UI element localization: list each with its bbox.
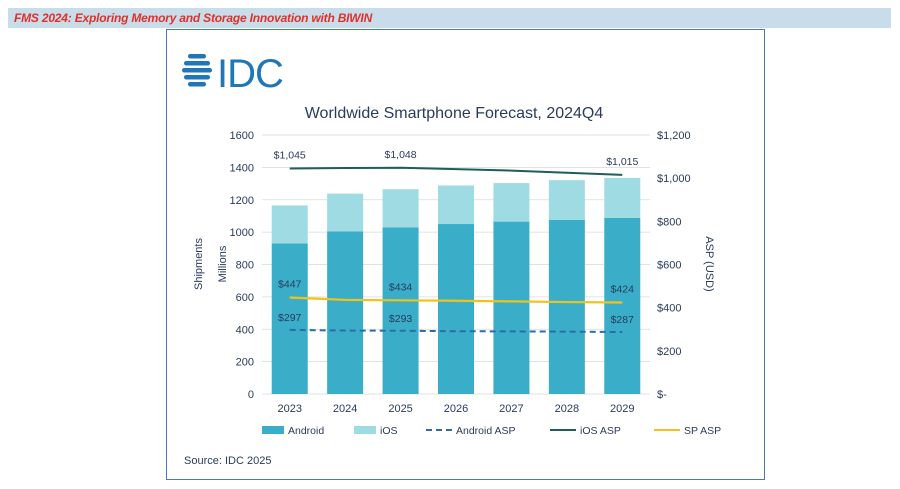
legend-swatch [354, 426, 376, 434]
y2-tick-label: $600 [657, 260, 681, 272]
bar-ios [493, 183, 530, 222]
data-label: $293 [389, 313, 413, 325]
legend-item: SP ASP [654, 425, 721, 437]
axes-layer: 0 200 400 600 800 1000 1200 1400 1600 $- $200 $400 $… [230, 130, 691, 415]
y-axis-label-millions: Millions [217, 245, 229, 282]
idc-globe-icon [182, 54, 212, 87]
bar-ios [382, 189, 419, 228]
y2-axis-label: ASP (USD) [703, 236, 715, 291]
bar-android [604, 217, 641, 394]
y-tick-label: 1400 [230, 162, 254, 174]
bar-android [382, 227, 419, 394]
legend-item: Android ASP [426, 425, 516, 437]
bar-android [493, 221, 530, 394]
data-label: $287 [611, 314, 635, 326]
y-tick-label: 600 [236, 292, 254, 304]
line-ios-asp [289, 166, 623, 176]
y-tick-label: 1600 [230, 130, 254, 142]
logo-text: IDC [217, 52, 283, 96]
data-label: $447 [278, 279, 302, 291]
bar-android [438, 224, 474, 394]
x-tick-label: 2026 [444, 403, 468, 415]
source-note: Source: IDC 2025 [184, 455, 272, 467]
bar-android [271, 243, 308, 394]
y2-tick-label: $800 [657, 216, 681, 228]
legend-label: iOS [380, 425, 398, 437]
legend-item: iOS [354, 425, 398, 437]
bar-ios [438, 185, 474, 225]
idc-logo: IDC [182, 52, 284, 96]
y2-tick-label: $1,200 [657, 130, 691, 142]
y-tick-label: 200 [236, 357, 254, 369]
y-tick-label: 800 [236, 260, 254, 272]
y2-tick-label: $- [657, 389, 667, 401]
x-tick-label: 2023 [277, 403, 301, 415]
bar-ios [548, 180, 585, 220]
y2-tick-label: $400 [657, 303, 681, 315]
lines-layer [289, 166, 623, 334]
data-label: $434 [389, 281, 413, 293]
labels-layer: $1,045 $1,048 $1,015 $447 $434 $424 $297 $293 $2… [274, 149, 639, 326]
legend: Android iOS Android ASP iOS ASP SP ASP [262, 425, 721, 437]
legend-item: Android [262, 425, 324, 437]
bar-android [548, 219, 585, 394]
legend-item: iOS ASP [550, 425, 621, 437]
y-tick-label: 400 [236, 324, 254, 336]
x-tick-label: 2025 [388, 403, 412, 415]
data-label: $297 [278, 312, 302, 324]
x-tick-label: 2029 [610, 403, 634, 415]
banner-title: FMS 2024: Exploring Memory and Storage I… [14, 11, 373, 25]
bar-android [327, 231, 364, 394]
line-sp-asp [289, 296, 623, 304]
x-tick-label: 2024 [333, 403, 357, 415]
legend-label: iOS ASP [580, 425, 621, 437]
y-tick-label: 1000 [230, 227, 254, 239]
y2-tick-label: $1,000 [657, 173, 691, 185]
y-tick-label: 1200 [230, 195, 254, 207]
top-banner: FMS 2024: Exploring Memory and Storage I… [8, 8, 891, 28]
y-tick-label: 0 [248, 389, 254, 401]
bar-ios [604, 177, 641, 218]
line-android-asp [289, 328, 623, 334]
y-axis-label-shipments: Shipments [193, 238, 205, 290]
bars-layer [271, 177, 641, 394]
legend-swatch [262, 426, 284, 434]
bar-ios [327, 193, 364, 232]
data-label: $1,045 [274, 149, 306, 161]
x-tick-label: 2027 [499, 403, 523, 415]
data-label: $424 [611, 283, 635, 295]
bar-ios [271, 205, 308, 244]
legend-label: SP ASP [684, 425, 721, 437]
data-label: $1,048 [385, 149, 417, 161]
chart-title: Worldwide Smartphone Forecast, 2024Q4 [305, 105, 604, 122]
y2-tick-label: $200 [657, 346, 681, 358]
data-label: $1,015 [606, 156, 638, 168]
legend-label: Android ASP [456, 425, 516, 437]
legend-label: Android [288, 425, 324, 437]
x-tick-label: 2028 [555, 403, 579, 415]
